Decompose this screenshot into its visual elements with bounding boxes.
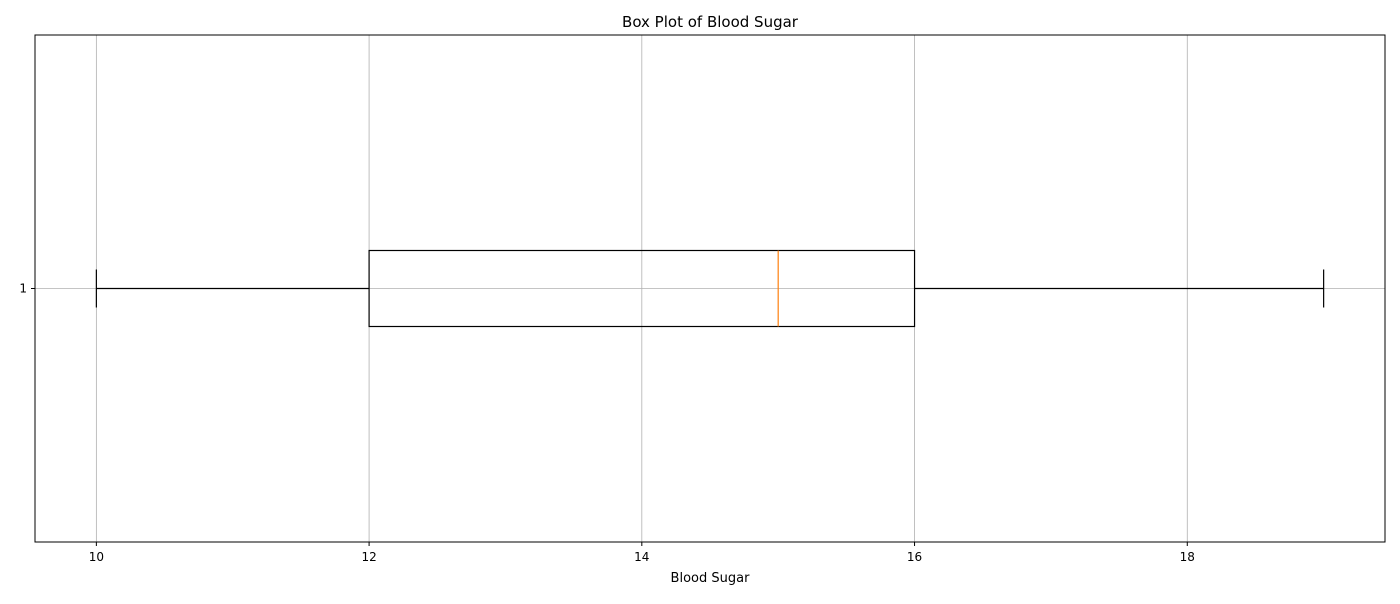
x-tick-label: 14 [634, 550, 649, 564]
x-tick-label: 10 [89, 550, 104, 564]
x-tick-label: 12 [361, 550, 376, 564]
axis-ticks: 10 12 14 16 18 1 [19, 282, 1195, 565]
x-axis-label: Blood Sugar [671, 571, 751, 586]
box-plot-group [95, 249, 1325, 328]
x-tick-label: 18 [1180, 550, 1195, 564]
interquartile-box [368, 249, 916, 328]
chart-title: Box Plot of Blood Sugar [622, 13, 799, 31]
box-layer [95, 249, 1325, 328]
x-tick-label: 16 [907, 550, 922, 564]
y-tick-label: 1 [19, 282, 27, 296]
